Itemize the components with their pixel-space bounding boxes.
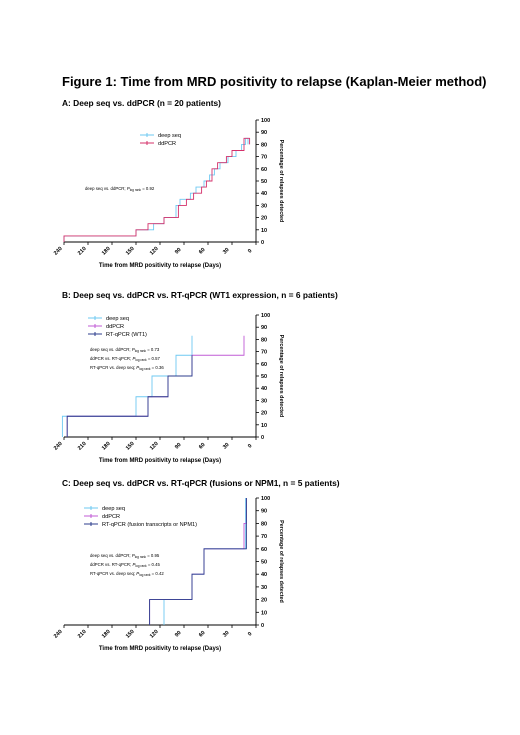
x-tick-label: 0 [247, 631, 253, 637]
y-tick-label: 100 [261, 118, 270, 124]
y-tick-label: 20 [261, 598, 267, 604]
x-tick-label: 120 [149, 629, 160, 640]
panel-c-title: C: Deep seq vs. ddPCR vs. RT-qPCR (fusio… [62, 478, 340, 488]
y-tick-label: 100 [261, 496, 270, 502]
y-tick-label: 60 [261, 362, 267, 368]
x-tick-label: 60 [198, 630, 207, 639]
y-tick-label: 20 [261, 411, 267, 417]
y-tick-label: 20 [261, 216, 267, 222]
x-tick-label: 0 [247, 248, 253, 254]
x-tick-label: 240 [53, 246, 64, 257]
stat-annotation: deep seq vs. ddPCR; Plog rank = 0.73 [90, 347, 160, 353]
stat-annotation: ddPCR vs. RT-qPCR; Plog rank = 0.45 [90, 562, 161, 568]
y-tick-label: 80 [261, 337, 267, 343]
x-tick-label: 120 [149, 246, 160, 257]
series-line-3 [66, 355, 193, 437]
y-tick-label: 70 [261, 350, 267, 356]
x-tick-label: 0 [247, 443, 253, 449]
stat-annotation: RT-qPCR vs. deep seq; Plog rank = 0.42 [90, 571, 164, 577]
y-tick-label: 70 [261, 534, 267, 540]
x-tick-label: 60 [198, 247, 207, 256]
stat-annotation: deep seq vs. ddPCR; Plog rank = 0.95 [90, 553, 160, 559]
y-tick-label: 10 [261, 610, 267, 616]
legend-label: ddPCR [106, 324, 124, 330]
y-tick-label: 90 [261, 325, 267, 331]
x-tick-label: 90 [174, 442, 183, 451]
x-tick-label: 210 [77, 629, 88, 640]
x-tick-label: 30 [222, 630, 231, 639]
x-tick-label: 240 [53, 629, 64, 640]
x-tick-label: 90 [174, 630, 183, 639]
x-tick-label: 30 [222, 442, 231, 451]
y-tick-label: 30 [261, 398, 267, 404]
panel-a-title: A: Deep seq vs. ddPCR (n = 20 patients) [62, 98, 221, 108]
x-tick-label: 30 [222, 247, 231, 256]
x-tick-label: 90 [174, 247, 183, 256]
legend-label: RT-qPCR (WT1) [106, 332, 147, 338]
y-tick-label: 30 [261, 203, 267, 209]
chart-panel-c: 240 210 180 150 120 90 60 30 0 0 10 20 30 40 50 60 70 80 9… [53, 496, 284, 652]
legend-label: ddPCR [102, 514, 120, 520]
chart-panel-a: 240 210 180 150 120 90 60 30 0 0 10 20 30 40 50 60 70 80 9… [53, 118, 284, 269]
y-tick-label: 70 [261, 155, 267, 161]
y-tick-label: 50 [261, 374, 267, 380]
y-tick-label: 60 [261, 167, 267, 173]
legend-label: RT-qPCR (fusion transcripts or NPM1) [102, 522, 197, 528]
x-tick-label: 150 [125, 629, 136, 640]
x-tick-label: 60 [198, 442, 207, 451]
series-line-3 [149, 498, 247, 625]
stat-annotation: ddPCR vs. RT-qPCR; Plog rank = 0.57 [90, 356, 161, 362]
x-tick-label: 120 [149, 441, 160, 452]
legend-label: deep seq [102, 506, 125, 512]
y-axis-label: Percentage of relapses detected [278, 520, 284, 603]
series-line-2 [63, 137, 251, 242]
x-tick-label: 210 [77, 246, 88, 257]
y-tick-label: 0 [261, 240, 264, 246]
y-tick-label: 80 [261, 521, 267, 527]
y-tick-label: 30 [261, 585, 267, 591]
panel-b-title: B: Deep seq vs. ddPCR vs. RT-qPCR (WT1 e… [62, 290, 338, 300]
legend-label: ddPCR [158, 141, 176, 147]
y-tick-label: 50 [261, 179, 267, 185]
x-axis-label: Time from MRD positivity to relapse (Day… [99, 458, 221, 464]
y-tick-label: 90 [261, 130, 267, 136]
y-axis-label: Percentage of relapses detected [278, 140, 284, 223]
legend-label: deep seq [106, 316, 129, 322]
y-tick-label: 0 [261, 435, 264, 441]
x-axis-label: Time from MRD positivity to relapse (Day… [99, 646, 221, 652]
y-tick-label: 50 [261, 560, 267, 566]
x-tick-label: 240 [53, 441, 64, 452]
x-tick-label: 180 [101, 246, 112, 257]
y-tick-label: 0 [261, 623, 264, 629]
x-tick-label: 180 [101, 629, 112, 640]
y-axis-label: Percentage of relapses detected [278, 335, 284, 418]
stat-annotation: RT-qPCR vs. deep seq; Plog rank = 0.36 [90, 365, 164, 371]
x-tick-label: 150 [125, 441, 136, 452]
y-tick-label: 40 [261, 386, 267, 392]
y-tick-label: 100 [261, 313, 270, 319]
x-tick-label: 180 [101, 441, 112, 452]
stat-annotation: deep seq vs. ddPCR; Plog rank = 0.92 [85, 186, 155, 192]
y-tick-label: 60 [261, 547, 267, 553]
y-tick-label: 40 [261, 191, 267, 197]
y-tick-label: 80 [261, 142, 267, 148]
x-axis-label: Time from MRD positivity to relapse (Day… [99, 263, 221, 269]
y-tick-label: 10 [261, 423, 267, 429]
y-tick-label: 90 [261, 509, 267, 515]
y-tick-label: 40 [261, 572, 267, 578]
x-tick-label: 150 [125, 246, 136, 257]
x-tick-label: 210 [77, 441, 88, 452]
series-line-1 [163, 498, 247, 625]
chart-panel-b: 240 210 180 150 120 90 60 30 0 0 10 20 30 40 50 60 70 80 9… [53, 313, 284, 464]
y-tick-label: 10 [261, 228, 267, 234]
figure-title: Figure 1: Time from MRD positivity to re… [62, 74, 487, 89]
legend-label: deep seq [158, 133, 181, 139]
